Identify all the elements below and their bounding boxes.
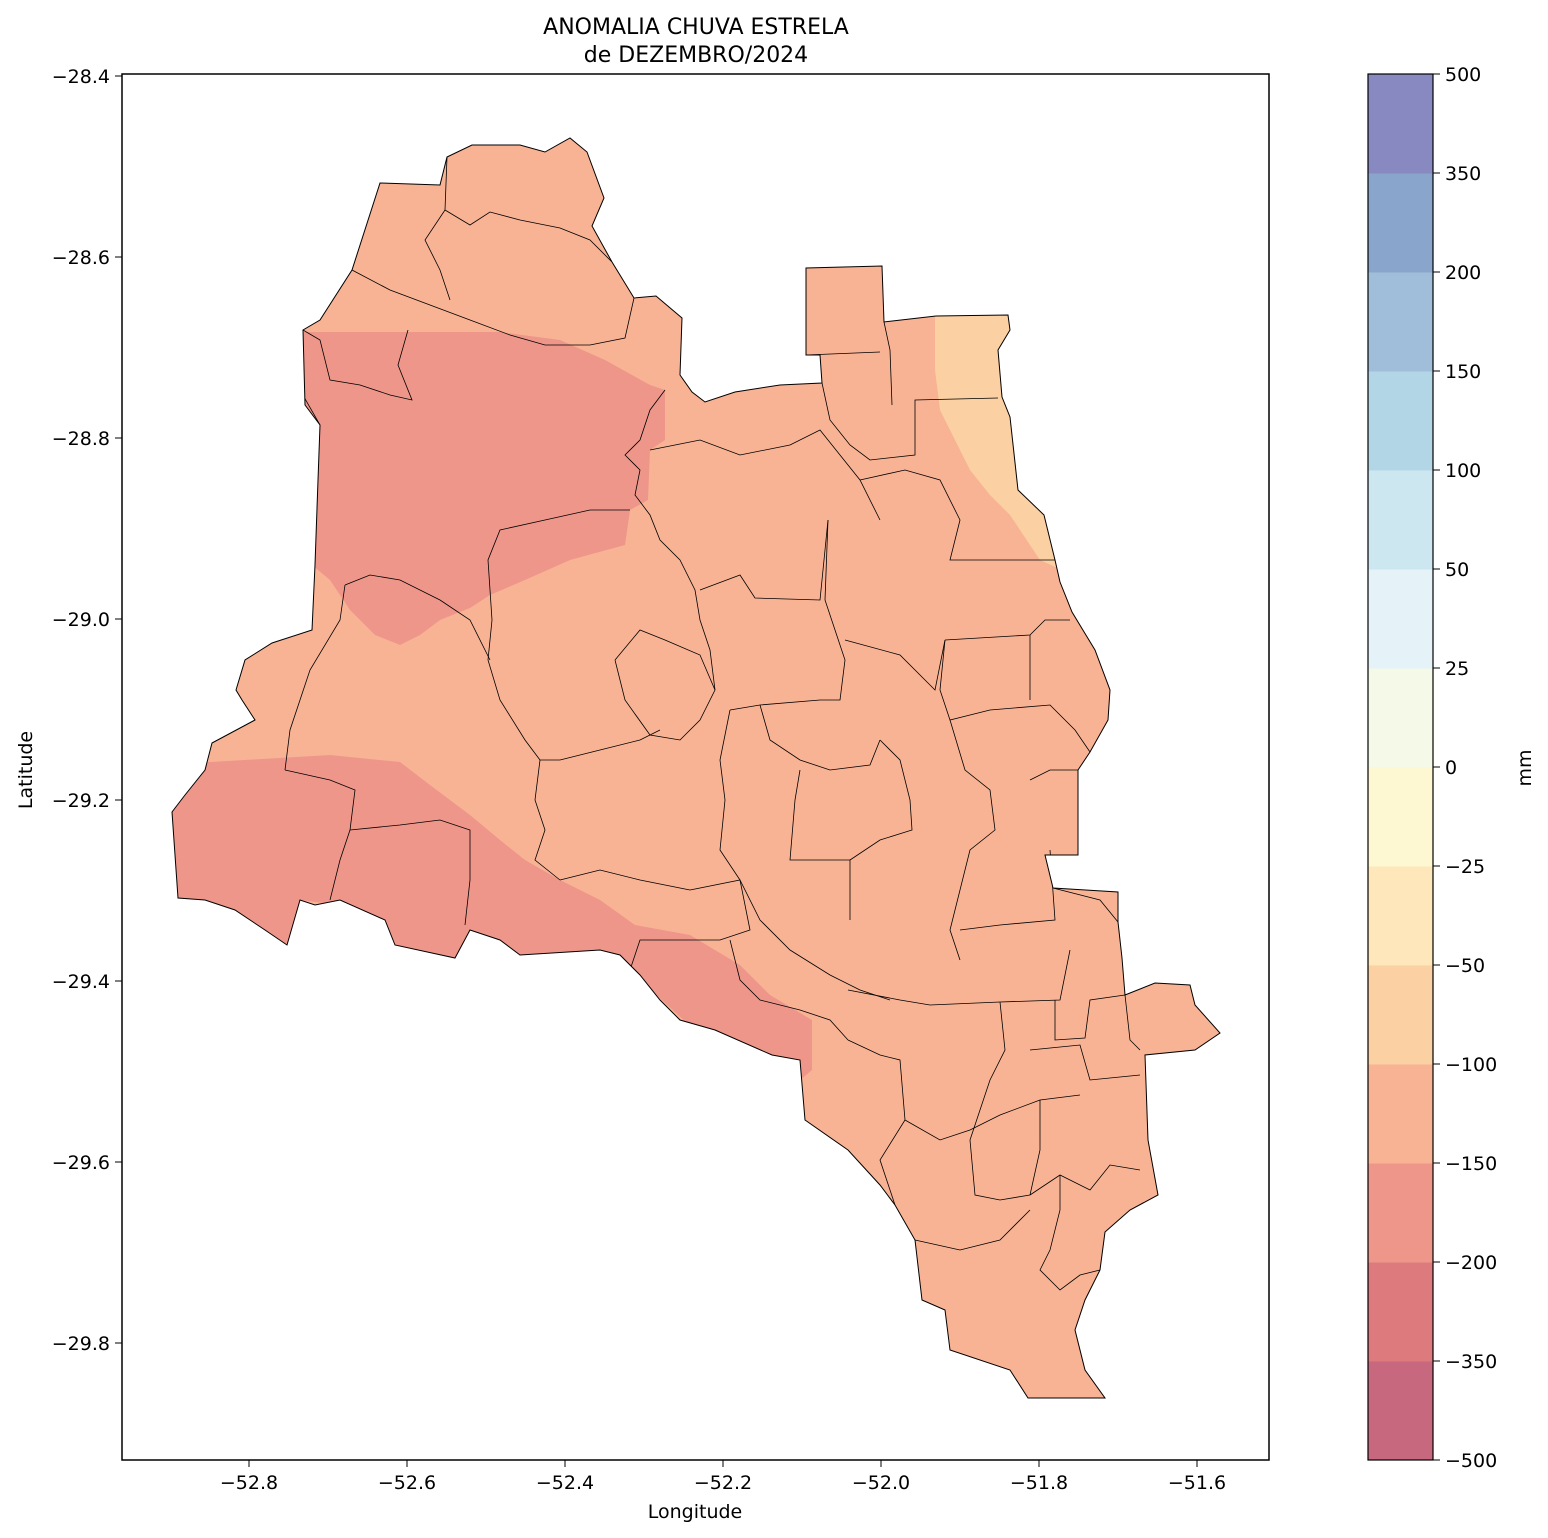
x-tick-label: −52.8 (220, 1472, 278, 1494)
chart-title-line1: ANOMALIA CHUVA ESTRELA (543, 15, 849, 40)
colorbar-tick-label: 50 (1445, 559, 1469, 581)
x-tick-label: −52.4 (536, 1472, 594, 1494)
colorbar-tick-label: −200 (1445, 1252, 1497, 1274)
colorbar-tick-label: 150 (1445, 361, 1481, 383)
colorbar-band (1368, 965, 1433, 1065)
colorbar-tick-label: −350 (1445, 1351, 1497, 1373)
x-tick-label: −52.0 (852, 1472, 910, 1494)
colorbar-tick-label: −25 (1445, 856, 1485, 878)
colorbar-band (1368, 470, 1433, 570)
y-tick-label: −29.8 (52, 1333, 110, 1355)
x-tick-label: −52.2 (694, 1472, 752, 1494)
colorbar-label: mm (1514, 749, 1536, 786)
y-tick-label: −28.6 (52, 247, 110, 269)
colorbar-band (1368, 1163, 1433, 1263)
chart-title-line2: de DEZEMBRO/2024 (584, 43, 808, 68)
y-axis: −28.4 −28.6 −28.8 −29.0 −29.2 −29.4 −29.… (15, 66, 122, 1355)
x-tick-label: −51.8 (1010, 1472, 1068, 1494)
colorbar: −500 −350 −200 −150 −100 −50 −25 0 25 50 100 150 200… (1367, 64, 1497, 1472)
colorbar-band (1368, 371, 1433, 471)
colorbar-tick-label: −100 (1445, 1054, 1497, 1076)
colorbar-tick-label: 0 (1445, 757, 1457, 779)
colorbar-tick-label: −150 (1445, 1153, 1497, 1175)
colorbar-tick-label: 200 (1445, 262, 1481, 284)
anomaly-class-200-150-north (300, 332, 665, 645)
anomaly-class-100-50 (935, 312, 1062, 570)
y-tick-label: −28.4 (52, 66, 110, 88)
colorbar-tick-label: 100 (1445, 460, 1481, 482)
y-tick-label: −29.6 (52, 1152, 110, 1174)
colorbar-tick-label: 25 (1445, 658, 1469, 680)
municipality-boundaries (284, 156, 1141, 1291)
colorbar-band (1368, 1361, 1433, 1461)
colorbar-band (1368, 272, 1433, 372)
colorbar-band (1368, 1064, 1433, 1164)
colorbar-band (1368, 866, 1433, 966)
colorbar-tick-label: 350 (1445, 163, 1481, 185)
colorbar-band (1368, 668, 1433, 768)
region-outline (171, 137, 1221, 1399)
x-axis-label: Longitude (648, 1501, 743, 1523)
colorbar-band (1368, 569, 1433, 669)
colorbar-tick-label: −500 (1445, 1450, 1497, 1472)
colorbar-tick-label: 500 (1445, 64, 1481, 86)
colorbar-band (1368, 173, 1433, 273)
x-tick-label: −52.6 (378, 1472, 436, 1494)
y-axis-label: Latitude (15, 731, 37, 809)
y-tick-label: −29.0 (52, 609, 110, 631)
y-tick-label: −28.8 (52, 428, 110, 450)
x-axis: −52.8 −52.6 −52.4 −52.2 −52.0 −51.8 −51.… (220, 1460, 1226, 1523)
colorbar-band (1368, 74, 1433, 174)
x-tick-label: −51.6 (1168, 1472, 1226, 1494)
y-tick-label: −29.4 (52, 971, 110, 993)
colorbar-band (1368, 1262, 1433, 1362)
colorbar-tick-label: −50 (1445, 955, 1485, 977)
y-tick-label: −29.2 (52, 790, 110, 812)
anomaly-class-200-150-southwest (172, 755, 812, 1080)
colorbar-band (1368, 767, 1433, 867)
